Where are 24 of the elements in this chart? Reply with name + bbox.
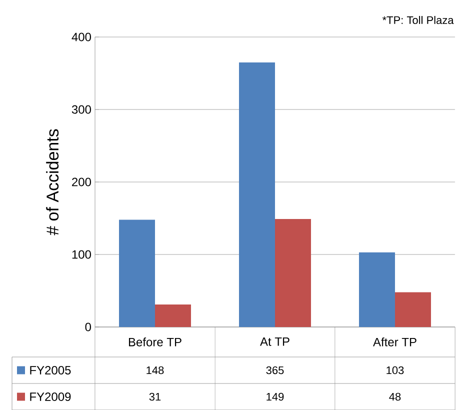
y-tick-label: 200: [72, 178, 92, 186]
legend-label: FY2009: [30, 392, 71, 401]
data-label: 48: [389, 392, 401, 401]
data-label: 148: [146, 366, 164, 374]
bar: [394, 292, 431, 327]
x-tick-label: After TP: [373, 338, 416, 346]
y-tick-label: 100: [72, 250, 92, 259]
data-label: 31: [149, 392, 161, 401]
text: *TP: Toll Plaza: [382, 16, 454, 24]
y-tick-label: 0: [85, 322, 92, 332]
y-tick-label: 400: [72, 32, 92, 42]
bar: [119, 220, 155, 327]
x-tick-label: At TP: [260, 338, 290, 346]
y-axis-title: # of Accidents: [46, 129, 59, 236]
data-label: 103: [386, 366, 404, 374]
bar: [275, 218, 311, 327]
data-label: 149: [266, 392, 284, 401]
bar: [155, 304, 191, 327]
x-tick-label: Before TP: [128, 338, 182, 346]
data-label: 365: [266, 366, 284, 374]
legend-label: FY2005: [30, 366, 71, 374]
y-tick-label: 300: [72, 105, 92, 114]
bar: [239, 62, 275, 327]
bar: [359, 252, 395, 327]
